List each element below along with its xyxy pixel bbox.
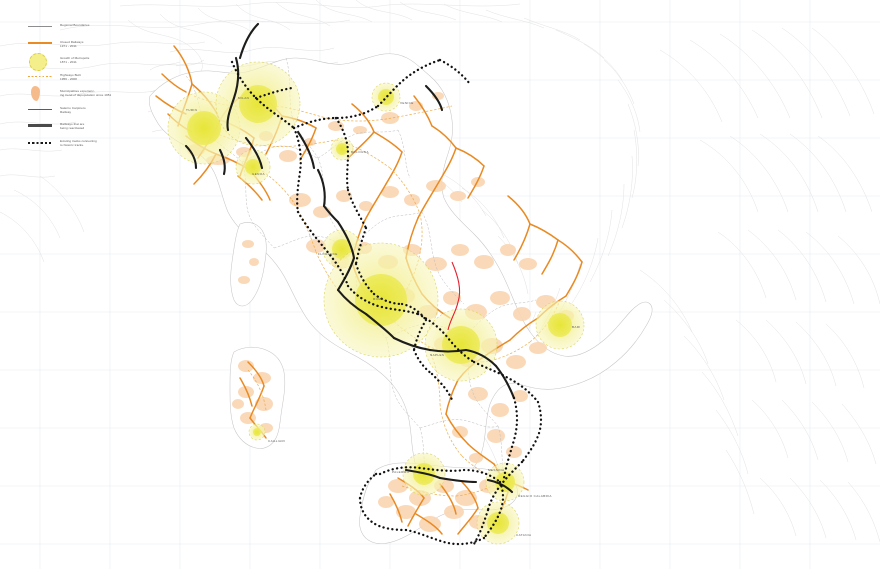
highway-built-line-icon (28, 72, 54, 83)
legend-item-closed-railways[interactable]: Closed Railways 1971 - 2011 (28, 39, 120, 50)
legend-label-regional-boundaries: Regional Boundaries (60, 22, 89, 27)
legend-label-salerno-carpineto-railway: Salerno Carpineto Railway (60, 105, 86, 114)
legend-label-sub: Railway (60, 109, 72, 114)
legend-item-salerno-carpineto-railway[interactable]: Salerno Carpineto Railway (28, 105, 120, 116)
legend-label-existing-tracks: Existing tracks connecting to historic t… (60, 138, 97, 147)
city-label-rome: ROME (373, 297, 384, 301)
terrain-relief (0, 0, 880, 543)
legend-item-growth-of-metropolis[interactable]: Growth of Metropolis 1871 - 2011 (28, 53, 120, 71)
legend-label-sub: being reactivated (60, 126, 85, 131)
legend-label-text: Regional Boundaries (60, 23, 90, 27)
salerno-carpineto-railway (447, 261, 461, 331)
reactivated-railway-line-icon (28, 121, 54, 132)
metropolis-growth-circle-icon (28, 53, 54, 71)
city-label-catania: CATANIA (516, 533, 532, 537)
legend-label-depopulation: Municipalities experienc- ing trend of d… (60, 88, 111, 97)
legend-label-reactivated-railways: Railways that are being reactivated (60, 121, 84, 130)
city-label-palermo: PALERMO (392, 470, 410, 474)
map-legend: Regional Boundaries Closed Railways 1971… (28, 22, 120, 154)
legend-label-sub: 1956 - 2008 (60, 76, 77, 81)
legend-label-text: Highways Built (60, 72, 81, 77)
legend-item-existing-tracks[interactable]: Existing tracks connecting to historic t… (28, 138, 120, 149)
legend-label-text: Existing tracks connecting (60, 138, 97, 143)
regional-boundary-line-icon (28, 22, 54, 33)
legend-item-regional-boundaries[interactable]: Regional Boundaries (28, 22, 120, 33)
city-label-messina: MESSINA (488, 468, 505, 472)
legend-item-depopulation[interactable]: Municipalities experienc- ing trend of d… (28, 86, 120, 101)
city-label-florence: FLORENCE (318, 252, 338, 256)
legend-label-growth-of-metropolis: Growth of Metropolis 1871 - 2011 (60, 55, 89, 64)
city-label-bari: BARI (572, 325, 581, 329)
depopulation-blob-icon (28, 86, 54, 101)
existing-track-dotted-line-icon (28, 138, 54, 149)
reactivated-railways (184, 22, 516, 494)
city-label-naples: NAPLES (430, 353, 445, 357)
legend-label-text: Closed Railways (60, 39, 84, 44)
city-label-cagliari: CAGLIARI (268, 439, 286, 443)
city-label-venice: VENICE (400, 101, 414, 105)
legend-label-text: Growth of Metropolis (60, 56, 90, 60)
salerno-carpineto-railway-line-icon (28, 105, 54, 116)
city-label-genoa: GENOA (252, 172, 265, 176)
legend-label-text: Salerno Carpineto (60, 105, 86, 110)
metropolis-growth-circles (167, 61, 585, 545)
city-label-reggio-calabria: REGGIO CALABRIA (518, 494, 552, 498)
legend-item-highways-built[interactable]: Highways Built 1956 - 2008 (28, 72, 120, 83)
legend-label-text: Municipalities experienc- (60, 89, 95, 93)
closed-railway-line-icon (28, 39, 54, 50)
city-label-bologna: BOLOGNA (351, 150, 369, 154)
legend-label-highways-built: Highways Built 1956 - 2008 (60, 72, 81, 81)
legend-label-sub: 1871 - 2011 (60, 60, 77, 65)
existing-historic-tracks (230, 58, 543, 546)
legend-label-text: Railways that are (60, 122, 85, 126)
legend-label-sub: ing trend of depopulation since 1951 (60, 93, 112, 98)
legend-label-sub: to historic tracks. (60, 142, 84, 147)
legend-label-closed-railways: Closed Railways 1971 - 2011 (60, 39, 83, 48)
legend-label-sub: 1971 - 2011 (60, 43, 77, 48)
city-label-turin: TURIN (186, 108, 198, 112)
legend-item-reactivated-railways[interactable]: Railways that are being reactivated (28, 121, 120, 132)
city-label-milan: MILAN (238, 96, 250, 100)
